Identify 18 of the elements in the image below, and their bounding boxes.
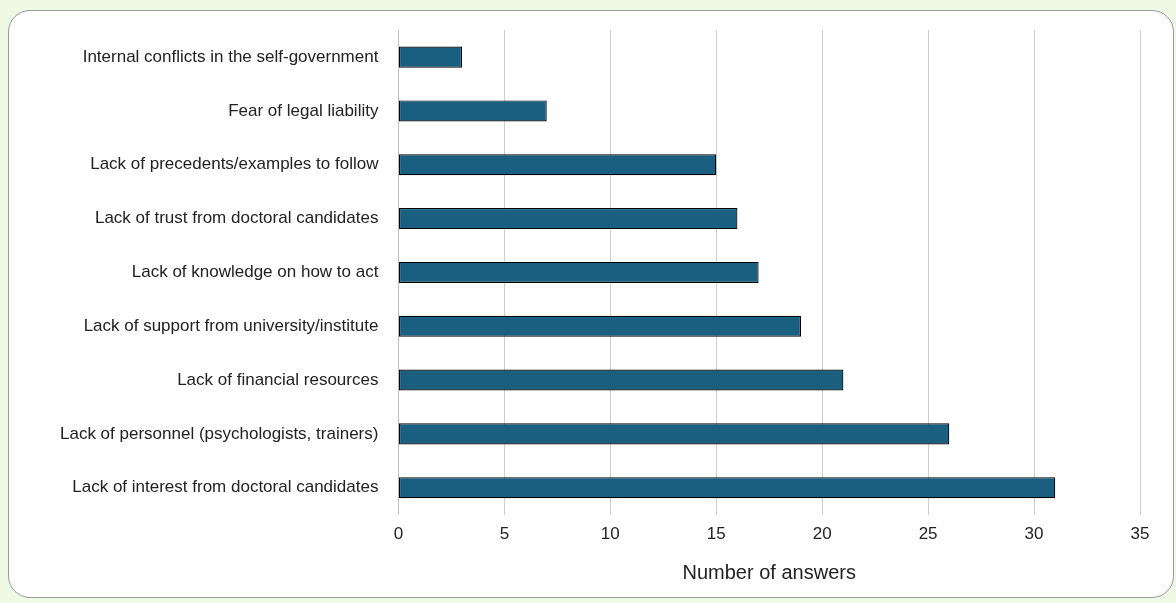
x-tick-label: 5 (499, 524, 510, 544)
y-tick-label: Lack of interest from doctoral candidates (72, 477, 379, 497)
y-tick-label: Fear of legal liability (228, 100, 379, 120)
y-tick-label: Lack of precedents/examples to follow (90, 154, 380, 174)
y-tick-label: Lack of personnel (psychologists, trainers) (59, 423, 379, 443)
x-tick-label: 15 (706, 524, 726, 544)
x-tick-label: 25 (918, 524, 938, 544)
x-tick-label: 35 (1130, 524, 1150, 544)
y-tick-label: Lack of support from university/institute (83, 315, 379, 335)
x-tick-label: 10 (600, 524, 620, 544)
y-tick-label: Lack of financial resources (177, 369, 379, 389)
y-tick-label: Internal conflicts in the self-government (82, 46, 379, 66)
y-tick-label: Lack of trust from doctoral candidates (94, 208, 379, 228)
x-axis-title: Number of answers (682, 560, 856, 583)
y-tick-label: Lack of knowledge on how to act (131, 262, 379, 282)
x-tick-label: 0 (393, 524, 404, 544)
x-tick-label: 20 (812, 524, 832, 544)
x-tick-label: 30 (1024, 524, 1044, 544)
